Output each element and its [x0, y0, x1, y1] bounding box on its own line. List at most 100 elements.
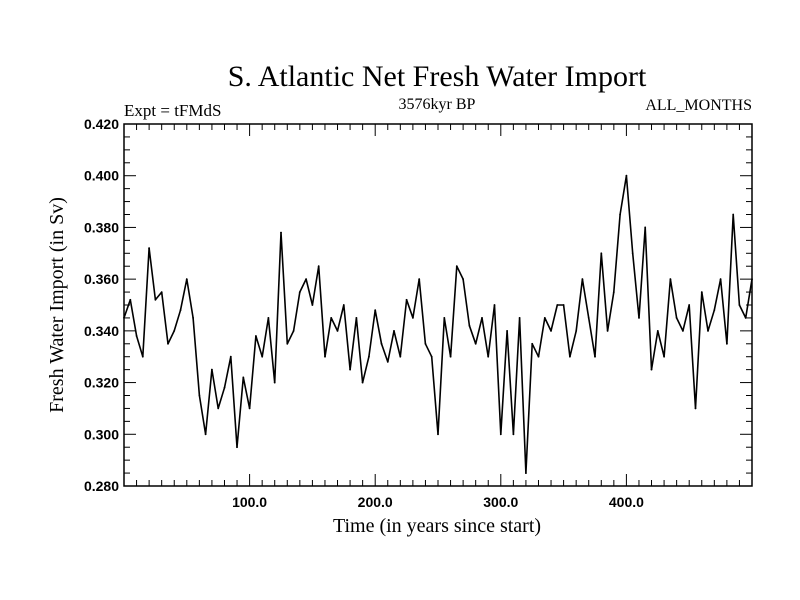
data-point	[317, 265, 320, 268]
data-point	[537, 355, 540, 358]
data-point	[569, 355, 571, 358]
data-point	[179, 309, 182, 312]
data-point	[185, 278, 188, 280]
data-point	[543, 317, 546, 319]
y-tick-label: 0.280	[84, 478, 119, 494]
data-point	[154, 298, 157, 301]
x-axis-label: Time (in years since start)	[333, 515, 541, 537]
data-point	[229, 355, 232, 358]
data-point	[129, 298, 132, 301]
data-point	[556, 304, 559, 306]
data-point	[204, 433, 207, 436]
data-point	[148, 247, 151, 250]
data-point	[311, 304, 314, 306]
data-point	[273, 381, 276, 384]
data-point	[675, 317, 678, 319]
data-point	[211, 368, 213, 371]
data-point	[368, 355, 370, 358]
x-axis: 100.0 200.0 300.0 400.0	[136, 124, 740, 510]
data-point	[506, 330, 508, 332]
period-label: 3576kyr BP	[399, 96, 476, 113]
data-point	[336, 330, 339, 332]
data-point	[487, 355, 490, 358]
data-point	[424, 342, 427, 345]
data-point	[223, 386, 226, 389]
data-point	[726, 342, 728, 345]
data-point	[455, 265, 458, 268]
data-point	[493, 304, 496, 306]
data-point	[512, 433, 515, 436]
y-tick-label: 0.320	[84, 375, 119, 391]
data-point	[694, 407, 697, 410]
data-point	[531, 342, 534, 345]
data-point	[713, 309, 716, 312]
data-point	[386, 361, 389, 363]
data-point	[342, 304, 345, 306]
data-point	[612, 291, 615, 293]
data-point	[198, 394, 201, 397]
data-point	[280, 231, 282, 234]
y-tick-label: 0.420	[84, 116, 119, 132]
x-tick-label: 200.0	[358, 494, 393, 510]
data-point	[732, 213, 735, 216]
data-point	[600, 252, 603, 255]
data-point	[160, 291, 163, 293]
x-tick-label: 300.0	[483, 494, 518, 510]
data-point	[355, 317, 358, 319]
data-point	[707, 330, 709, 332]
data-point	[650, 368, 653, 371]
data-point	[167, 342, 169, 345]
data-point	[594, 355, 596, 358]
data-point	[700, 291, 703, 293]
data-point	[405, 298, 408, 301]
y-tick-label: 0.300	[84, 426, 119, 442]
data-point	[738, 304, 741, 306]
data-point	[631, 252, 634, 255]
y-tick-label: 0.380	[84, 219, 119, 235]
data-point	[412, 317, 414, 319]
data-point	[638, 317, 640, 319]
y-axis-label: Fresh Water Import (in Sv)	[46, 197, 68, 413]
data-point	[437, 433, 439, 436]
data-point	[443, 317, 446, 319]
chart-title: S. Atlantic Net Fresh Water Import	[228, 60, 647, 93]
data-point	[236, 446, 238, 449]
data-point	[656, 330, 659, 332]
y-tick-label: 0.400	[84, 168, 119, 184]
data-point	[286, 342, 289, 345]
data-point	[418, 278, 421, 280]
data-point	[305, 278, 307, 280]
y-tick-label: 0.360	[84, 271, 119, 287]
data-point	[349, 368, 351, 371]
data-point	[449, 355, 452, 358]
data-point	[468, 324, 471, 327]
data-points	[123, 174, 753, 474]
data-point	[298, 291, 301, 293]
data-point	[267, 317, 270, 319]
x-tick-label: 100.0	[232, 494, 267, 510]
data-point	[324, 355, 326, 358]
data-point	[688, 304, 691, 306]
data-point	[575, 330, 578, 332]
data-point	[261, 355, 264, 358]
data-point	[141, 355, 144, 358]
data-point	[242, 376, 245, 379]
data-point	[744, 317, 747, 319]
experiment-label: Expt = tFMdS	[124, 101, 221, 120]
data-point	[663, 355, 665, 358]
data-point	[255, 335, 257, 337]
data-point	[682, 330, 684, 332]
y-axis: 0.280 0.300 0.320 0.340 0.360 0.380 0.400 0.420	[84, 116, 752, 494]
months-label: ALL_MONTHS	[645, 97, 752, 114]
data-point	[606, 330, 609, 332]
data-point	[361, 381, 364, 384]
data-point	[525, 472, 527, 474]
data-point	[644, 226, 647, 229]
data-point	[462, 278, 464, 280]
data-point	[330, 317, 333, 319]
data-point	[374, 309, 377, 312]
data-point	[587, 317, 590, 319]
data-point	[562, 304, 565, 306]
x-tick-label: 400.0	[609, 494, 644, 510]
